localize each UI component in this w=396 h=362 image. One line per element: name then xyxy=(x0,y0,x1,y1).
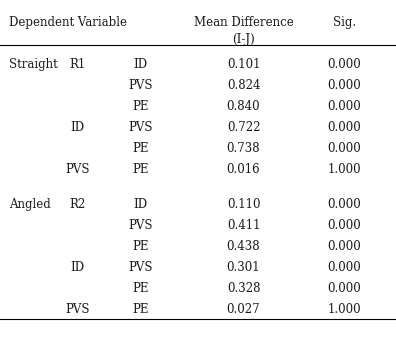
Text: PE: PE xyxy=(132,163,149,176)
Text: ID: ID xyxy=(133,58,148,71)
Text: 0.840: 0.840 xyxy=(227,100,260,113)
Text: PVS: PVS xyxy=(65,163,89,176)
Text: PVS: PVS xyxy=(128,261,153,274)
Text: PE: PE xyxy=(132,142,149,155)
Text: 0.301: 0.301 xyxy=(227,261,260,274)
Text: 0.000: 0.000 xyxy=(327,219,362,232)
Text: 0.000: 0.000 xyxy=(327,240,362,253)
Text: ID: ID xyxy=(70,261,84,274)
Text: 0.000: 0.000 xyxy=(327,261,362,274)
Text: 0.000: 0.000 xyxy=(327,121,362,134)
Text: 0.000: 0.000 xyxy=(327,79,362,92)
Text: R2: R2 xyxy=(69,198,86,211)
Text: ID: ID xyxy=(133,198,148,211)
Text: PVS: PVS xyxy=(128,121,153,134)
Text: Sig.: Sig. xyxy=(333,16,356,29)
Text: 0.101: 0.101 xyxy=(227,58,260,71)
Text: Angled: Angled xyxy=(9,198,50,211)
Text: PE: PE xyxy=(132,240,149,253)
Text: PE: PE xyxy=(132,282,149,295)
Text: 0.000: 0.000 xyxy=(327,100,362,113)
Text: R1: R1 xyxy=(69,58,86,71)
Text: 0.000: 0.000 xyxy=(327,58,362,71)
Text: PVS: PVS xyxy=(65,303,89,316)
Text: PVS: PVS xyxy=(128,219,153,232)
Text: ID: ID xyxy=(70,121,84,134)
Text: 1.000: 1.000 xyxy=(328,163,361,176)
Text: 0.328: 0.328 xyxy=(227,282,260,295)
Text: PE: PE xyxy=(132,303,149,316)
Text: 1.000: 1.000 xyxy=(328,303,361,316)
Text: 0.000: 0.000 xyxy=(327,142,362,155)
Text: 0.411: 0.411 xyxy=(227,219,260,232)
Text: (I-J): (I-J) xyxy=(232,33,255,46)
Text: 0.110: 0.110 xyxy=(227,198,260,211)
Text: 0.000: 0.000 xyxy=(327,282,362,295)
Text: Mean Difference: Mean Difference xyxy=(194,16,293,29)
Text: 0.824: 0.824 xyxy=(227,79,260,92)
Text: 0.016: 0.016 xyxy=(227,163,260,176)
Text: 0.722: 0.722 xyxy=(227,121,260,134)
Text: PE: PE xyxy=(132,100,149,113)
Text: PVS: PVS xyxy=(128,79,153,92)
Text: 0.000: 0.000 xyxy=(327,198,362,211)
Text: Straight: Straight xyxy=(9,58,57,71)
Text: 0.738: 0.738 xyxy=(227,142,260,155)
Text: Dependent Variable: Dependent Variable xyxy=(9,16,127,29)
Text: 0.438: 0.438 xyxy=(227,240,260,253)
Text: 0.027: 0.027 xyxy=(227,303,260,316)
